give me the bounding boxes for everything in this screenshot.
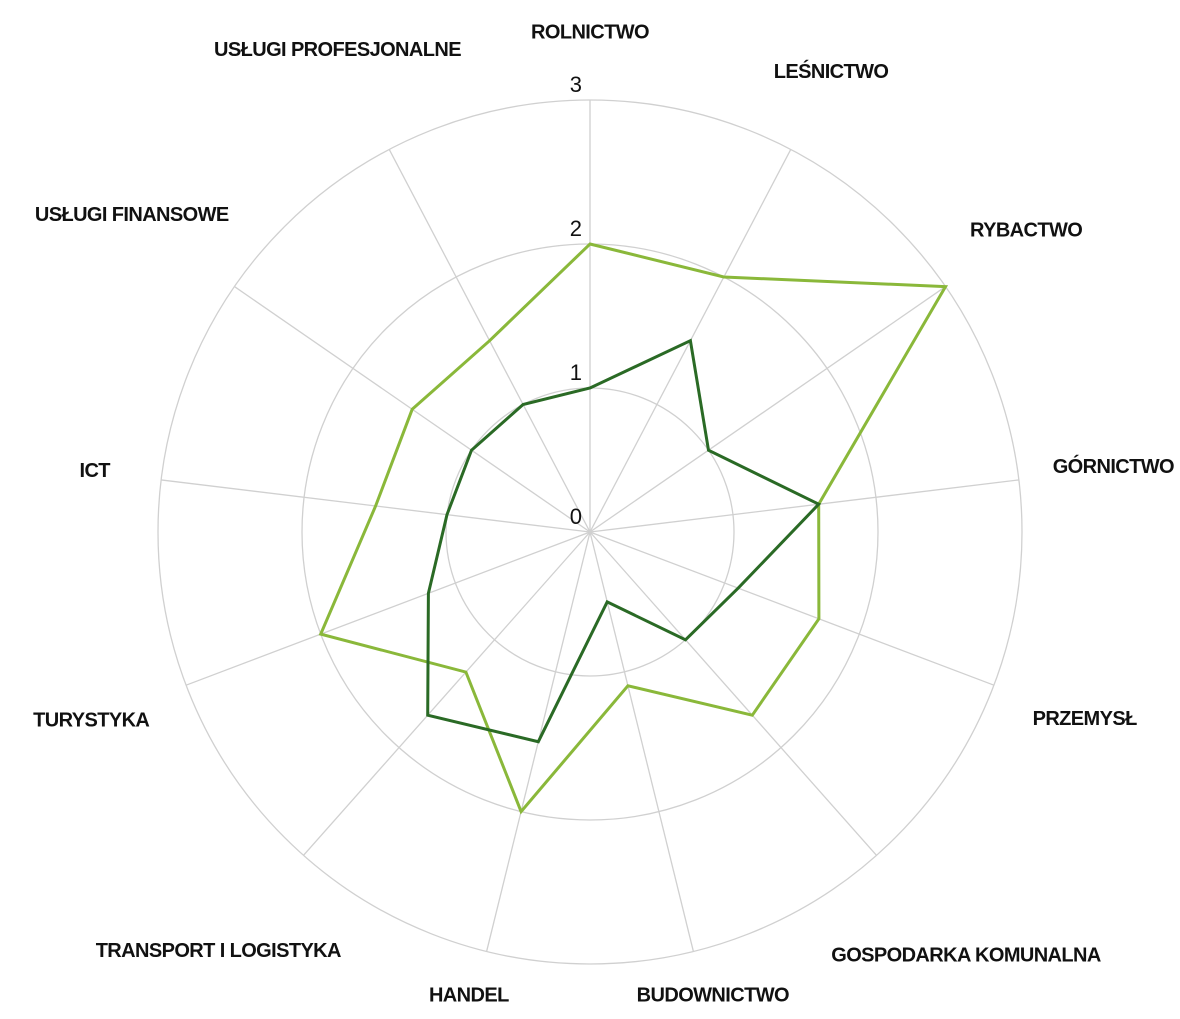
tick-label: 0: [570, 504, 582, 529]
category-label: TURYSTYKA: [33, 709, 149, 731]
tick-label: 2: [570, 216, 582, 241]
category-label: ICT: [80, 460, 111, 482]
series-line: [318, 242, 949, 815]
category-label: USŁUGI FINANSOWE: [35, 204, 229, 226]
spoke: [185, 531, 591, 686]
spoke: [589, 531, 695, 952]
series-line: [426, 338, 822, 744]
category-label: HANDEL: [429, 984, 509, 1006]
category-label: GÓRNICTWO: [1053, 454, 1174, 478]
tick-label: 1: [570, 360, 582, 385]
category-label: BUDOWNICTWO: [637, 984, 789, 1006]
category-label: USŁUGI PROFESJONALNE: [214, 39, 461, 61]
category-label: TRANSPORT I LOGISTYKA: [96, 940, 341, 962]
category-label: RYBACTWO: [970, 219, 1082, 241]
spoke: [589, 286, 946, 533]
tick-label: 3: [570, 72, 582, 97]
spoke: [589, 479, 1019, 533]
spoke: [303, 531, 591, 856]
category-label: PRZEMYSŁ: [1033, 708, 1137, 730]
spoke: [589, 531, 877, 856]
category-label: ROLNICTWO: [531, 21, 649, 43]
category-label: GOSPODARKA KOMUNALNA: [831, 945, 1101, 967]
spoke: [589, 531, 995, 686]
category-label: LEŚNICTWO: [774, 59, 889, 83]
